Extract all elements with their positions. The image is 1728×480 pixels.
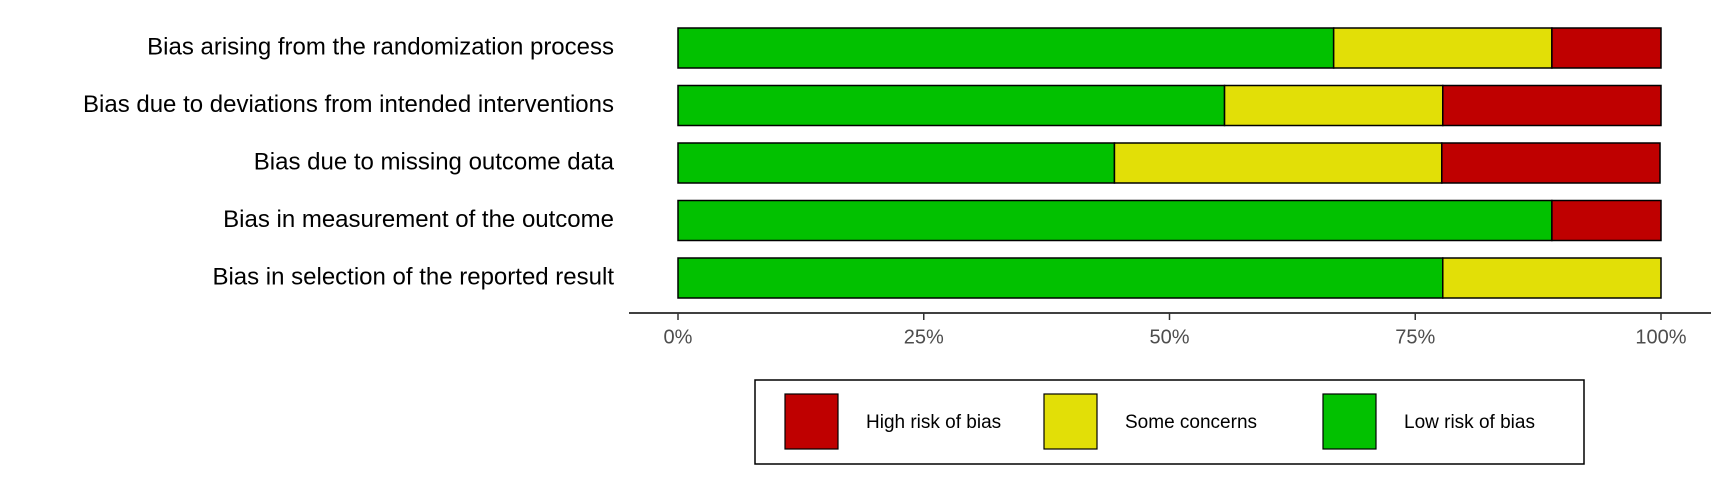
bar-segment [1441,142,1661,184]
legend-swatch [1043,393,1098,450]
bar-segment [677,142,1116,184]
x-tick-label: 75% [1395,326,1435,348]
category-label: Bias in measurement of the outcome [223,206,614,233]
category-label: Bias due to missing outcome data [254,148,615,175]
bar-segment [677,27,1335,69]
bar-segment [1442,257,1662,299]
bar-segment [1113,142,1443,184]
category-label: Bias arising from the randomization proc… [147,33,614,60]
bar-segment [677,84,1226,127]
bar-segment [1223,84,1444,127]
legend-swatch [1322,393,1377,450]
x-tick-label: 100% [1635,326,1686,348]
bar-segment [1332,27,1553,69]
x-tick-label: 25% [904,326,944,348]
bar-segment [1551,199,1662,242]
x-tick-label: 0% [664,326,693,348]
bar-segment [1442,84,1662,127]
legend-swatch [784,393,839,450]
bar-segment [677,199,1553,242]
category-label: Bias due to deviations from intended int… [83,91,614,118]
bar-segment [1551,27,1662,69]
legend-label: Some concerns [1125,412,1257,433]
x-tick-label: 50% [1149,326,1189,348]
category-label: Bias in selection of the reported result [212,263,614,290]
bar-segment [677,257,1444,299]
legend-box [754,379,1585,465]
legend-label: High risk of bias [866,412,1001,433]
legend-label: Low risk of bias [1404,412,1535,433]
